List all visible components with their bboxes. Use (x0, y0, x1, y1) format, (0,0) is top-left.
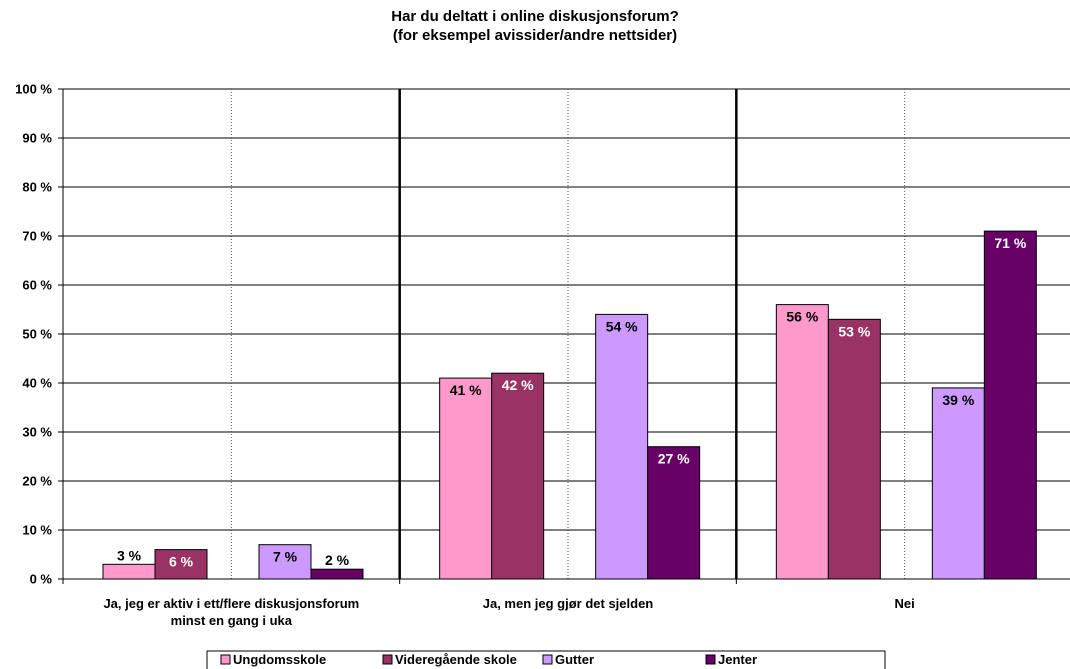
bar-ungdomsskole (439, 377, 493, 580)
legend-label: Ungdomsskole (233, 652, 326, 667)
x-category-label: minst en gang i uka (171, 613, 293, 628)
data-label: 3 % (117, 547, 142, 563)
chart-title: Har du deltatt i online diskusjonsforum?… (391, 8, 679, 44)
y-axis: 0 % 10 % 20 % 30 % 40 % 50 % 60 % 70 % 80 % 90 % 1… (15, 82, 64, 587)
legend-swatch-jenter (705, 654, 716, 665)
data-label: 54 % (606, 318, 638, 334)
bar-gutter (931, 387, 985, 580)
data-label: 71 % (994, 235, 1026, 251)
bar-jenter (647, 446, 701, 580)
bar-jenter (310, 568, 364, 580)
y-tick-label: 50 % (22, 327, 52, 342)
y-tick-label: 90 % (22, 131, 52, 146)
bar-videreg-ende-skole (827, 318, 881, 580)
x-axis: Ja, jeg er aktiv i ett/flere diskusjonsf… (62, 578, 1070, 628)
x-category-label: Nei (895, 596, 915, 611)
bar-videreg-ende-skole (491, 372, 545, 580)
y-tick-label: 100 % (15, 82, 52, 97)
legend-swatch-gutter (542, 654, 553, 665)
data-label: 27 % (658, 451, 690, 467)
data-label: 41 % (450, 382, 482, 398)
chart-title-line: Har du deltatt i online diskusjonsforum? (391, 8, 679, 25)
x-category-label: Ja, men jeg gjør det sjelden (483, 596, 654, 611)
data-label: 39 % (942, 392, 974, 408)
legend: Ungdomsskole Videregående skole Gutter Jent… (206, 650, 886, 669)
legend-label: Jenter (718, 652, 757, 667)
y-tick-label: 70 % (22, 229, 52, 244)
bars: 3 % 6 % 7 % 2 % 41 % 42 % 54 % 27 % 56 % 53 % 39 %… (102, 230, 1037, 580)
chart-title-line: (for eksempel avissider/andre nettsider) (393, 27, 677, 44)
data-label: 2 % (325, 552, 350, 568)
x-category-label: Ja, jeg er aktiv i ett/flere diskusjonsf… (103, 596, 359, 611)
data-label: 6 % (169, 554, 194, 570)
y-tick-label: 80 % (22, 180, 52, 195)
y-tick-label: 10 % (22, 523, 52, 538)
y-tick-label: 40 % (22, 376, 52, 391)
bar-jenter (983, 230, 1037, 580)
legend-label: Gutter (555, 652, 594, 667)
gridlines (63, 88, 1070, 531)
y-tick-label: 60 % (22, 278, 52, 293)
legend-swatch-ungdomsskole (220, 654, 231, 665)
data-label: 42 % (502, 377, 534, 393)
bar-ungdomsskole (102, 563, 156, 580)
y-tick-label: 20 % (22, 474, 52, 489)
legend-swatch-videreg-ende-skole (382, 654, 393, 665)
legend-label: Videregående skole (395, 652, 517, 667)
bar-gutter (595, 313, 649, 580)
y-tick-label: 0 % (30, 572, 53, 587)
bar-ungdomsskole (775, 304, 829, 580)
data-label: 53 % (838, 323, 870, 339)
y-tick-label: 30 % (22, 425, 52, 440)
data-label: 56 % (786, 309, 818, 325)
data-label: 7 % (273, 549, 298, 565)
group-dividers (230, 89, 906, 579)
